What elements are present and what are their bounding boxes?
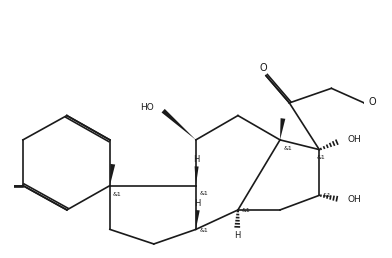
Text: OH: OH xyxy=(348,195,361,204)
Text: &1: &1 xyxy=(200,228,208,232)
Text: &1: &1 xyxy=(316,155,325,160)
Polygon shape xyxy=(162,109,196,140)
Polygon shape xyxy=(194,166,199,186)
Text: H: H xyxy=(193,155,200,164)
Text: O: O xyxy=(368,97,376,107)
Text: &1: &1 xyxy=(113,191,122,197)
Text: &1: &1 xyxy=(323,194,332,198)
Text: HO: HO xyxy=(140,102,154,111)
Text: &1: &1 xyxy=(200,191,208,196)
Text: H: H xyxy=(194,199,201,208)
Text: O: O xyxy=(259,63,267,73)
Polygon shape xyxy=(280,118,285,140)
Polygon shape xyxy=(110,164,115,186)
Text: &1: &1 xyxy=(241,208,250,213)
Text: OH: OH xyxy=(348,135,361,144)
Text: &1: &1 xyxy=(284,146,292,151)
Polygon shape xyxy=(196,210,200,229)
Text: H: H xyxy=(234,230,240,239)
